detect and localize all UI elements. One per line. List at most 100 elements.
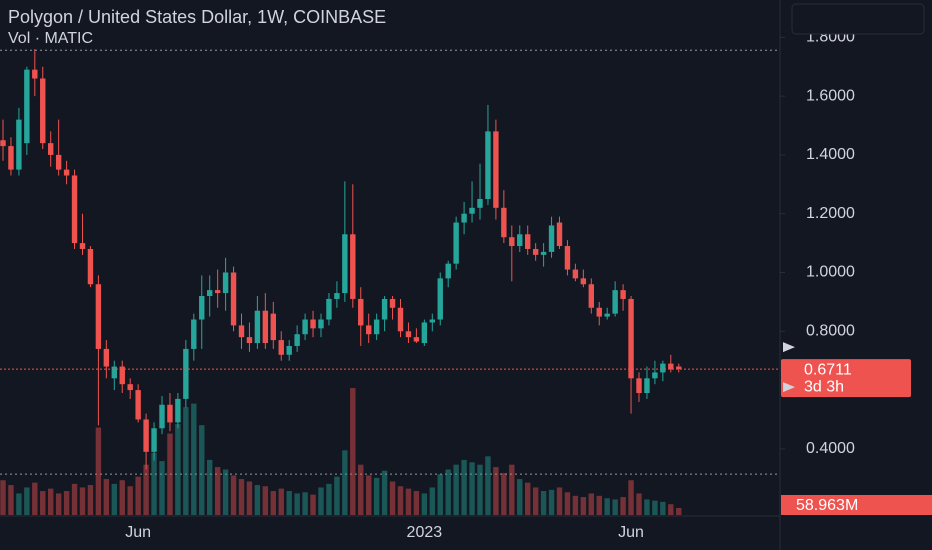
volume-bar [668, 504, 674, 515]
candle-body [254, 310, 261, 344]
candle-body [342, 234, 348, 294]
volume-bar [588, 493, 594, 515]
volume-bar [103, 479, 110, 515]
plot-area [0, 49, 780, 515]
volume-bar [8, 485, 14, 515]
chart-title: Polygon / United States Dollar, 1W, COIN… [8, 7, 386, 27]
candle-body [501, 207, 507, 238]
candle-body [525, 234, 531, 249]
candle-body [127, 384, 133, 391]
volume-bar [644, 499, 650, 515]
volume-bar [437, 474, 443, 515]
candle-body [143, 419, 149, 452]
candle-body [604, 313, 610, 317]
volume-bar [334, 476, 340, 515]
candle-body [540, 251, 547, 255]
candle-body [167, 404, 173, 423]
candle-body [55, 154, 62, 170]
volume-bar [24, 487, 30, 515]
candle-body [111, 366, 117, 379]
y-tick-label: 0.8000 [806, 323, 855, 340]
candle-body [389, 298, 396, 308]
x-tick-label: 2023 [407, 524, 443, 541]
candle-body [628, 298, 634, 379]
candle-body [230, 272, 237, 326]
candle-body [429, 319, 435, 323]
last-price-label: 0.6711 [804, 361, 852, 378]
candle-body [532, 248, 539, 255]
candle-body [676, 366, 682, 370]
volume-bar [40, 491, 46, 515]
volume-bar [183, 407, 189, 515]
candle-body [238, 325, 245, 338]
volume-bar [230, 475, 237, 515]
candle-body [660, 363, 666, 373]
y-tick-label: 1.4000 [806, 146, 855, 163]
volume-bar [119, 480, 125, 515]
candle-body [87, 248, 94, 285]
volume-bar [32, 482, 38, 515]
volume-bar [469, 462, 475, 515]
volume-bar [358, 464, 364, 515]
toolbar-button[interactable] [791, 3, 925, 35]
volume-bar [501, 473, 507, 515]
volume-bar [397, 486, 404, 515]
candle-body [445, 263, 451, 279]
candle-body [469, 207, 475, 214]
candle-body [612, 290, 618, 314]
candle-body [119, 366, 125, 385]
volume-bar [532, 487, 539, 515]
volume-bar [429, 487, 435, 515]
volume-bar [564, 492, 571, 515]
candle-body [270, 313, 276, 341]
volume-bar [222, 469, 229, 515]
candle-body [572, 269, 579, 279]
volume-bar [628, 480, 634, 515]
volume-box [781, 495, 932, 515]
volume-bar [63, 491, 70, 515]
volume-bar [111, 483, 117, 515]
candle-body [350, 234, 356, 299]
candle-body [326, 298, 332, 320]
y-tick-label: 1.0000 [806, 264, 855, 281]
candle-body [262, 310, 269, 344]
volume-bar [636, 493, 642, 515]
candle-body [453, 222, 459, 264]
volume-bar [580, 497, 587, 515]
volume-bar [493, 467, 499, 515]
volume-bar [191, 403, 197, 515]
x-tick-label: Jun [125, 524, 151, 541]
candle-body [358, 298, 364, 326]
volume-bar [509, 464, 515, 515]
volume-bar [302, 492, 308, 515]
volume-bar [556, 487, 563, 515]
volume-bar [326, 483, 332, 515]
candle-body [652, 372, 658, 379]
volume-bar [270, 491, 276, 515]
volume-bar [477, 464, 483, 515]
candle-body [644, 378, 650, 394]
volume-bar [485, 456, 491, 515]
volume-bar [135, 476, 141, 515]
candle-body [135, 390, 141, 420]
candle-body [636, 378, 642, 394]
candle-body [588, 284, 594, 308]
candle-body [596, 307, 602, 317]
candle-body [366, 325, 372, 335]
candle-body [421, 322, 428, 344]
volume-bar [366, 475, 372, 515]
volume-bar [16, 493, 22, 515]
volume-bar [350, 388, 356, 515]
volume-bar [286, 491, 292, 515]
candle-body [373, 319, 380, 335]
candle-body [397, 307, 404, 332]
candle-body [310, 319, 316, 329]
candle-body [199, 296, 205, 320]
volume-bar [676, 507, 682, 515]
volume-bar [294, 493, 300, 515]
volume-bar [167, 433, 173, 515]
volume-bar [71, 483, 78, 515]
volume-bar [373, 477, 380, 515]
candle-body [40, 78, 46, 144]
